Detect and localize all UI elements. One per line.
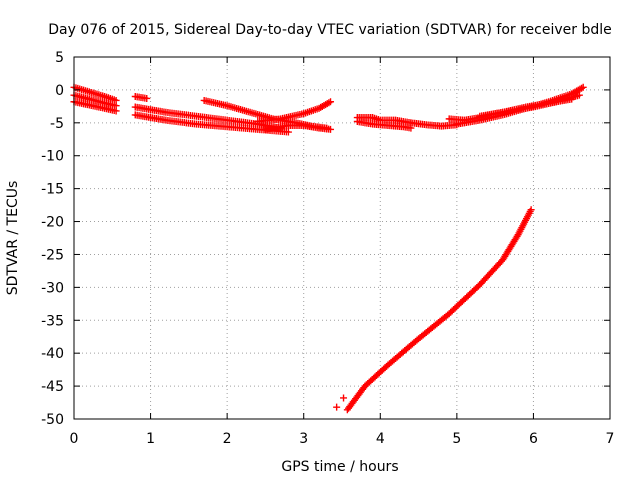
data-segment xyxy=(353,118,415,132)
y-tick-label: -35 xyxy=(41,313,64,329)
data-segment xyxy=(131,92,151,102)
x-tick-label: 2 xyxy=(223,431,232,447)
data-point xyxy=(327,125,335,133)
data-segment xyxy=(70,91,120,110)
y-tick-label: -20 xyxy=(41,215,64,231)
x-tick-label: 5 xyxy=(452,431,461,447)
y-tick-label: -10 xyxy=(41,149,64,165)
data-point xyxy=(568,95,576,103)
data-point xyxy=(112,107,120,115)
data-point xyxy=(333,403,341,411)
x-tick-label: 6 xyxy=(529,431,538,447)
data-points xyxy=(70,83,587,414)
chart-title: Day 076 of 2015, Sidereal Day-to-day VTE… xyxy=(48,22,612,38)
data-segment xyxy=(254,98,335,126)
y-axis-label: SDTVAR / TECUs xyxy=(5,181,21,296)
data-segment xyxy=(476,95,576,120)
data-point xyxy=(327,98,335,106)
data-point xyxy=(284,128,292,136)
y-tick-label: -40 xyxy=(41,346,64,362)
x-tick-label: 4 xyxy=(376,431,385,447)
data-segment xyxy=(261,121,335,133)
x-axis-ticks: 0 1 2 3 4 5 6 7 xyxy=(70,57,615,447)
y-tick-label: -25 xyxy=(41,247,64,263)
data-segment xyxy=(70,98,120,115)
x-axis-label: GPS time / hours xyxy=(281,459,398,475)
data-point xyxy=(340,394,348,402)
y-tick-label: 0 xyxy=(55,83,64,99)
data-point xyxy=(579,83,587,91)
data-point xyxy=(527,206,535,214)
y-tick-label: -15 xyxy=(41,182,64,198)
y-tick-label: -30 xyxy=(41,280,64,296)
data-segment xyxy=(343,206,535,414)
data-segment xyxy=(131,103,285,132)
y-axis-ticks: 5 0 -5 -10 -15 -20 -25 -30 -35 -40 -45 -50 xyxy=(41,50,610,428)
y-tick-label: 5 xyxy=(55,50,64,66)
y-tick-label: -5 xyxy=(50,116,64,132)
x-tick-label: 1 xyxy=(146,431,155,447)
data-segment xyxy=(131,111,292,136)
plot-border xyxy=(73,56,611,420)
data-point xyxy=(143,94,151,102)
data-point xyxy=(575,91,583,99)
x-tick-label: 3 xyxy=(299,431,308,447)
y-tick-label: -50 xyxy=(41,412,64,428)
x-tick-label: 0 xyxy=(70,431,79,447)
y-tick-label: -45 xyxy=(41,379,64,395)
x-tick-label: 7 xyxy=(606,431,615,447)
